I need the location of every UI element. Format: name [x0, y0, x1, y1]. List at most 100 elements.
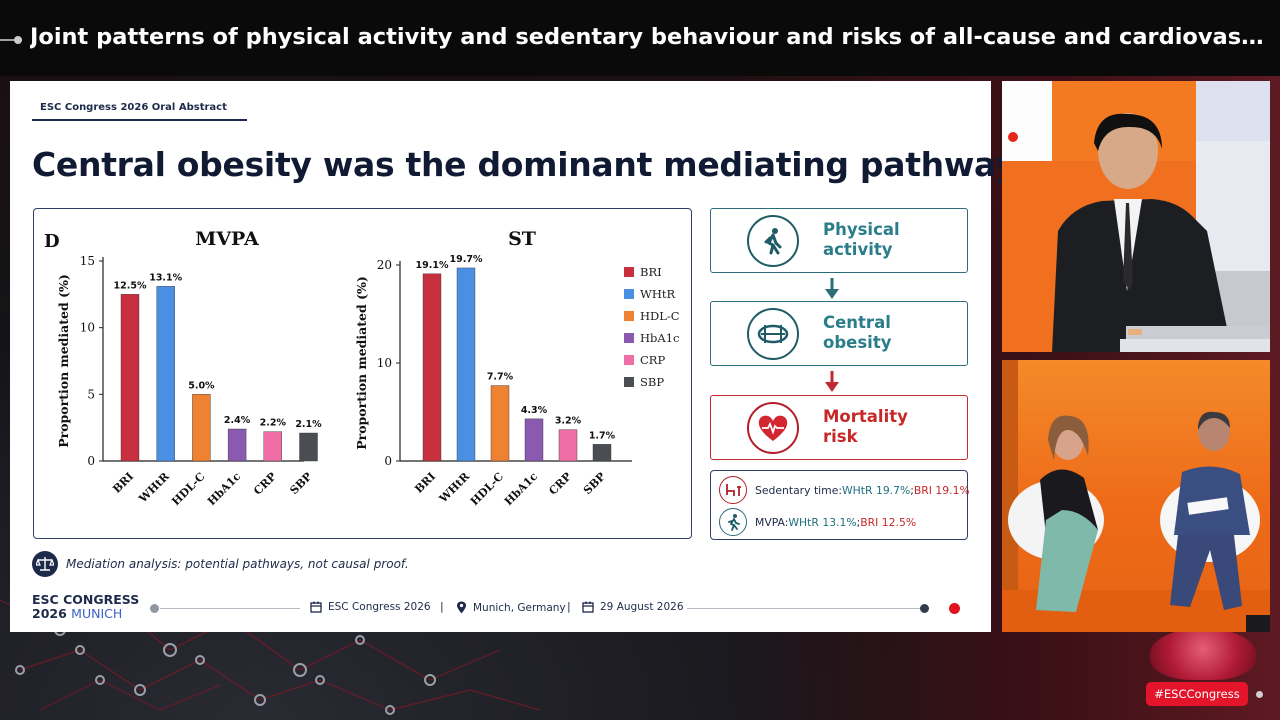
- down-arrow-red-icon: [825, 371, 839, 392]
- x-tick-label-mvpa: WHtR: [136, 469, 173, 506]
- calendar-icon: [310, 601, 322, 613]
- footer-line: [687, 608, 922, 609]
- summary-sedentary-row: Sedentary time: WHtR 19.7%; BRI 19.1%: [719, 476, 970, 504]
- hashtag-dot: [1256, 691, 1263, 698]
- data-label-st: 1.7%: [589, 430, 616, 441]
- legend-label-bri: BRI: [640, 265, 662, 279]
- y-tick-label-st: 0: [384, 454, 392, 468]
- presentation-slide: ESC Congress 2026 Oral Abstract Central …: [10, 81, 1017, 632]
- y-tick-label-mvpa: 15: [80, 254, 95, 268]
- bar-st-hba1c: [524, 418, 544, 462]
- bar-st-hdl-c: [490, 385, 510, 462]
- data-label-mvpa: 2.2%: [260, 418, 287, 429]
- x-tick-label-mvpa: SBP: [287, 470, 314, 497]
- x-tick-label-st: WHtR: [436, 469, 473, 506]
- data-label-st: 3.2%: [555, 416, 582, 427]
- footer-date: 29 August 2026: [582, 601, 684, 613]
- speaker-video-frame: [1002, 81, 1270, 352]
- panel-camera: [1002, 360, 1270, 632]
- data-label-st: 7.7%: [487, 372, 514, 383]
- mediation-note: Mediation analysis: potential pathways, …: [32, 551, 409, 577]
- footer-separator: |: [567, 600, 571, 613]
- footer-location: Munich, Germany: [456, 601, 566, 614]
- data-label-st: 4.3%: [521, 405, 548, 416]
- bar-st-bri: [422, 273, 442, 462]
- flow-box-central-obesity: Central obesity: [710, 301, 968, 366]
- y-tick-label-mvpa: 5: [87, 387, 95, 401]
- legend-swatch-crp: [624, 355, 634, 365]
- title-bar-dot: [14, 36, 22, 44]
- x-tick-label-mvpa: BRI: [110, 470, 136, 496]
- footer-dot: [150, 604, 159, 613]
- x-tick-label-mvpa: HbA1c: [205, 470, 243, 508]
- chart-title-mvpa: MVPA: [195, 228, 259, 250]
- legend-label-whtr: WHtR: [640, 287, 675, 301]
- footer-separator: |: [440, 600, 444, 613]
- bar-mvpa-hdl-c: [192, 394, 211, 462]
- location-pin-icon: [457, 601, 466, 614]
- legend-swatch-hba1c: [624, 333, 634, 343]
- footer-dot-red: [949, 603, 960, 614]
- footer-event: ESC Congress 2026: [310, 601, 431, 613]
- title-bar-line: [0, 39, 22, 41]
- bar-mvpa-sbp: [299, 432, 318, 462]
- figure-panel: D MVPA 0 5 10 15 Proportion mediated (%) 12.5% B…: [33, 208, 692, 539]
- talk-title: Joint patterns of physical activity and …: [30, 24, 1270, 50]
- flow-box-mortality-risk: Mortality risk: [710, 395, 968, 460]
- y-tick-label-mvpa: 10: [80, 321, 95, 335]
- bar-st-whtr: [456, 267, 476, 462]
- footer-line: [160, 608, 300, 609]
- congress-logo-line2: 2026 MUNICH: [32, 606, 123, 621]
- x-tick-label-mvpa: HDL-C: [169, 470, 207, 508]
- flow-label-central-obesity: Central obesity: [823, 313, 892, 352]
- bar-mvpa-hba1c: [227, 428, 247, 462]
- flow-label-mortality-risk: Mortality risk: [823, 407, 908, 446]
- bar-st-crp: [558, 429, 578, 462]
- bar-mvpa-crp: [263, 431, 283, 462]
- bar-mvpa-bri: [120, 294, 140, 462]
- legend-label-sbp: SBP: [640, 375, 664, 389]
- waist-measure-icon: [747, 308, 799, 360]
- summary-mvpa-row: MVPA: WHtR 13.1%; BRI 12.5%: [719, 508, 916, 536]
- hashtag-badge: #ESCCongress: [1146, 682, 1248, 706]
- panel-label: D: [44, 231, 60, 252]
- walking-person-icon: [747, 215, 799, 267]
- globe-decoration: [1150, 628, 1256, 680]
- abstract-tag: ESC Congress 2026 Oral Abstract: [40, 102, 227, 113]
- down-arrow-icon: [825, 278, 839, 299]
- x-tick-label-st: CRP: [546, 470, 574, 498]
- congress-logo-line1: ESC CONGRESS: [32, 592, 140, 607]
- balance-scale-icon: [32, 551, 58, 577]
- legend-label-hdl-c: HDL-C: [640, 309, 680, 323]
- data-label-st: 19.1%: [416, 260, 449, 271]
- y-axis-label-st: Proportion mediated (%): [354, 276, 369, 450]
- speaker-camera: [1002, 81, 1270, 352]
- data-label-mvpa: 2.1%: [295, 419, 322, 430]
- data-label-mvpa: 5.0%: [188, 380, 215, 391]
- x-tick-label-st: BRI: [412, 470, 438, 496]
- x-tick-label-st: HDL-C: [468, 470, 506, 508]
- summary-box: Sedentary time: WHtR 19.7%; BRI 19.1% MV…: [710, 470, 970, 540]
- footer-dot: [920, 604, 929, 613]
- panel-video-frame: [1002, 360, 1270, 632]
- bar-st-sbp: [592, 444, 612, 462]
- mediation-charts: D MVPA 0 5 10 15 Proportion mediated (%) 12.5% B…: [44, 228, 680, 508]
- legend-label-hba1c: HbA1c: [640, 331, 679, 345]
- data-label-mvpa: 2.4%: [224, 415, 251, 426]
- legend-swatch-sbp: [624, 377, 634, 387]
- flow-label-physical-activity: Physical activity: [823, 220, 900, 259]
- running-person-icon: [719, 508, 747, 536]
- heart-pulse-icon: [747, 402, 799, 454]
- x-tick-label-mvpa: CRP: [251, 470, 279, 498]
- slide-headline: Central obesity was the dominant mediati…: [32, 145, 1017, 184]
- flow-box-physical-activity: Physical activity: [710, 208, 968, 273]
- x-tick-label-st: SBP: [581, 470, 608, 497]
- legend-label-crp: CRP: [640, 353, 665, 367]
- title-bar: Joint patterns of physical activity and …: [0, 0, 1280, 76]
- legend-swatch-hdl-c: [624, 311, 634, 321]
- chart-title-st: ST: [508, 228, 536, 250]
- chair-desk-icon: [719, 476, 747, 504]
- slide-footer: ESC CONGRESS 2026 MUNICH ESC Congress 20…: [32, 593, 972, 623]
- tag-underline: [32, 119, 247, 121]
- calendar-icon: [582, 601, 594, 613]
